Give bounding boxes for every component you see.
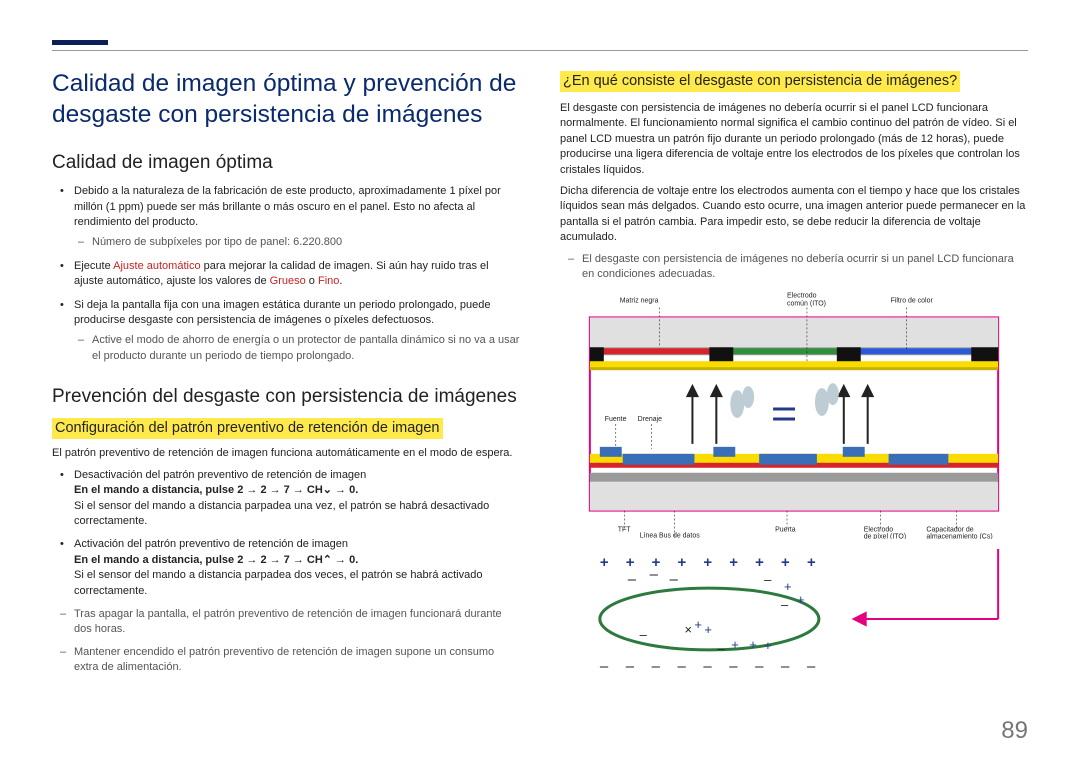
svg-text:–: – <box>781 597 789 612</box>
svg-text:+: + <box>626 555 635 572</box>
label-linea-bus: Línea Bus de datos <box>640 533 701 540</box>
svg-text:+: + <box>731 637 739 652</box>
svg-text:+: + <box>764 638 772 653</box>
lcd-cross-section-diagram: Matriz negra Electrodo común (ITO) Filtr… <box>560 289 1028 539</box>
list-item: Activación del patrón preventivo de rete… <box>74 537 520 599</box>
bold-text: En el mando a distancia, pulse 2 → 2 → 7… <box>74 484 358 496</box>
red-text: Fino <box>318 275 339 287</box>
notes-list: Tras apagar la pantalla, el patrón preve… <box>52 607 520 676</box>
svg-text:–: – <box>807 658 816 675</box>
text: . <box>339 275 342 287</box>
page-number: 89 <box>1001 717 1028 745</box>
paragraph: El desgaste con persistencia de imágenes… <box>560 101 1028 178</box>
highlight-heading: ¿En qué consiste el desgaste con persist… <box>560 71 960 92</box>
list-item: Si deja la pantalla fija con una imagen … <box>74 298 520 365</box>
label-matriz-negra: Matriz negra <box>620 298 659 305</box>
sub-list: Número de subpíxeles por tipo de panel: … <box>74 235 520 250</box>
label-drenaje: Drenaje <box>638 416 663 423</box>
label-fuente: Fuente <box>605 416 627 423</box>
text: Si deja la pantalla fija con una imagen … <box>74 299 490 326</box>
label-electrodo-pixel-2: de píxel (ITO) <box>864 534 906 540</box>
notes-list: El desgaste con persistencia de imágenes… <box>560 252 1028 283</box>
right-column: ¿En qué consiste el desgaste con persist… <box>560 69 1028 684</box>
section2-heading: Prevención del desgaste con persistencia… <box>52 386 520 408</box>
list-item: Active el modo de ahorro de energía o un… <box>92 333 520 364</box>
label-electrodo-pixel: Electrodo <box>864 527 894 534</box>
label-electrodo-comun-2: común (ITO) <box>787 301 826 308</box>
bold-text: En el mando a distancia, pulse 2 → 2 → 7… <box>74 554 358 566</box>
svg-text:+: + <box>729 555 738 572</box>
list-item: Ejecute Ajuste automático para mejorar l… <box>74 259 520 290</box>
svg-text:–: – <box>781 658 790 675</box>
section1-list: Debido a la naturaleza de la fabricación… <box>52 184 520 364</box>
text: Si el sensor del mando a distancia parpa… <box>74 500 489 527</box>
list-item: Debido a la naturaleza de la fabricación… <box>74 184 520 251</box>
list-item: Desactivación del patrón preventivo de r… <box>74 468 520 530</box>
svg-text:–: – <box>729 658 738 675</box>
header-accent-bar <box>52 40 108 45</box>
svg-text:+: + <box>600 555 609 572</box>
svg-text:+: + <box>677 555 686 572</box>
list-item: Número de subpíxeles por tipo de panel: … <box>92 235 520 250</box>
paragraph: El patrón preventivo de retención de ima… <box>52 446 520 461</box>
text: Ejecute <box>74 260 113 272</box>
left-column: Calidad de imagen óptima y prevención de… <box>52 69 520 684</box>
label-filtro: Filtro de color <box>891 298 934 305</box>
svg-text:+: + <box>797 592 805 607</box>
svg-text:–: – <box>600 658 609 675</box>
voltage-ellipse-diagram: +++ +++ +++ ––– + – + – – × <box>560 549 1028 684</box>
svg-text:+: + <box>703 555 712 572</box>
svg-text:–: – <box>764 572 772 587</box>
svg-text:–: – <box>628 571 637 588</box>
svg-text:–: – <box>677 658 686 675</box>
list-item: Mantener encendido el patrón preventivo … <box>74 645 520 676</box>
header-divider <box>52 50 1028 51</box>
list-item: El desgaste con persistencia de imágenes… <box>582 252 1028 283</box>
label-capacitador-2: almacenamiento (Cs) <box>926 534 992 540</box>
red-text: Ajuste automático <box>113 260 200 272</box>
text: Activación del patrón preventivo de rete… <box>74 538 348 550</box>
svg-text:–: – <box>650 566 659 583</box>
label-electrodo-comun: Electrodo <box>787 293 817 300</box>
text: Desactivación del patrón preventivo de r… <box>74 469 366 481</box>
svg-text:+: + <box>784 579 792 594</box>
sub-list: Active el modo de ahorro de energía o un… <box>74 333 520 364</box>
svg-text:+: + <box>749 637 757 652</box>
svg-text:–: – <box>717 641 725 656</box>
red-text: Grueso <box>270 275 306 287</box>
main-title: Calidad de imagen óptima y prevención de… <box>52 69 520 130</box>
text: Debido a la naturaleza de la fabricación… <box>74 185 501 228</box>
svg-text:–: – <box>755 658 764 675</box>
paragraph: Dicha diferencia de voltaje entre los el… <box>560 184 1028 246</box>
svg-text:×: × <box>684 622 692 637</box>
label-puerta: Puerta <box>775 527 796 534</box>
content-columns: Calidad de imagen óptima y prevención de… <box>52 69 1028 684</box>
text: Si el sensor del mando a distancia parpa… <box>74 569 482 596</box>
list-item: Tras apagar la pantalla, el patrón preve… <box>74 607 520 638</box>
section1-heading: Calidad de imagen óptima <box>52 152 520 174</box>
text: o <box>306 275 318 287</box>
highlight-heading: Configuración del patrón preventivo de r… <box>52 418 443 439</box>
svg-text:+: + <box>694 617 702 632</box>
label-capacitador: Capacitador de <box>926 527 973 534</box>
svg-text:+: + <box>704 622 712 637</box>
svg-text:–: – <box>652 658 661 675</box>
section2-list: Desactivación del patrón preventivo de r… <box>52 468 520 599</box>
svg-text:–: – <box>670 571 679 588</box>
svg-text:–: – <box>703 658 712 675</box>
label-tft: TFT <box>618 527 632 534</box>
svg-text:–: – <box>626 658 635 675</box>
svg-text:+: + <box>807 555 816 572</box>
svg-text:+: + <box>781 555 790 572</box>
svg-text:–: – <box>640 627 648 642</box>
svg-text:+: + <box>755 555 764 572</box>
